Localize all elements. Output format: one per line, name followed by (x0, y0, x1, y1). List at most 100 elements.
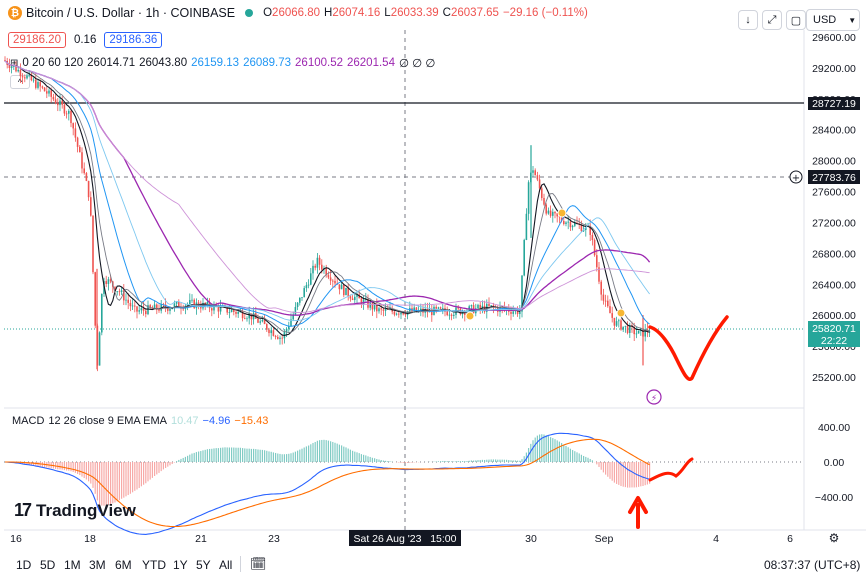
candle-body (466, 311, 468, 315)
countdown-label: 22:22 (821, 335, 847, 347)
candle-body (283, 331, 286, 339)
candle-body (424, 308, 426, 313)
candle-body (70, 110, 72, 124)
candle-body (635, 333, 638, 335)
timeframe-button[interactable]: YTD (142, 558, 166, 572)
symbol-title[interactable]: Bitcoin / U.S. Dollar · 1h · COINBASE (26, 6, 236, 20)
candle-body (281, 337, 283, 339)
candle-body (556, 213, 558, 217)
sell-button[interactable]: 29186.20 (8, 32, 66, 48)
candle-body (279, 337, 281, 339)
candle-body (200, 306, 202, 309)
candle-body (497, 307, 499, 312)
expand-icon[interactable]: ⤢ (762, 10, 782, 30)
buy-button[interactable]: 29186.36 (104, 32, 163, 48)
macd-title[interactable]: MACD (12, 415, 45, 427)
candle-body (195, 302, 198, 309)
candle-body (186, 304, 189, 306)
macd-signal-value: −15.43 (234, 415, 269, 427)
candle-body (646, 329, 649, 332)
tradingview-logo-icon: 17 (14, 500, 32, 520)
divider (240, 556, 241, 572)
price-tick-label: 28800.00 (812, 94, 856, 106)
candle-body (415, 307, 418, 312)
candle-body (107, 279, 110, 285)
ma-value-3: 26159.13 (191, 57, 240, 69)
candle-body (332, 280, 334, 282)
timeframe-button[interactable]: 5Y (196, 558, 211, 572)
candle-body (219, 306, 222, 312)
arrow-down-icon[interactable]: ↓ (738, 10, 758, 30)
candle-body (576, 222, 578, 224)
candle-body (268, 329, 270, 334)
candle-body (90, 197, 92, 216)
candle-body (569, 221, 572, 228)
candle-body (136, 306, 138, 312)
candle-body (147, 305, 149, 315)
candle-body (116, 291, 118, 293)
timeframe-button[interactable]: 3M (89, 558, 106, 572)
timeframe-button[interactable]: 5D (40, 558, 56, 572)
candle-body (114, 286, 116, 292)
candle-body (145, 310, 147, 315)
timeframe-button[interactable]: 1M (64, 558, 81, 572)
screenshot-icon[interactable]: ▢ (786, 10, 806, 30)
candle-body (435, 306, 437, 309)
candle-body (197, 302, 200, 307)
timeframe-button[interactable]: 1Y (173, 558, 188, 572)
candle-body (57, 103, 59, 106)
candle-body (156, 304, 158, 310)
candle-body (59, 100, 61, 106)
candle-body (94, 272, 96, 326)
candle-body (72, 123, 74, 129)
candle-body (292, 314, 294, 320)
candle-body (404, 314, 407, 316)
drawn-macd-line (648, 457, 694, 482)
candle-body (4, 60, 6, 61)
candle-body (129, 302, 132, 307)
candle-body (362, 299, 365, 305)
axis-settings-icon: ⚙ (829, 531, 840, 545)
candle-body (648, 331, 651, 333)
candle-body (600, 281, 602, 295)
candle-body (483, 305, 486, 312)
candle-body (224, 305, 226, 307)
clock-label[interactable]: 08:37:37 (UTC+8) (764, 558, 861, 572)
candle-body (52, 96, 55, 100)
candle-body (400, 312, 402, 315)
candle-body (461, 311, 464, 315)
collapse-legend-button[interactable]: ^ (10, 75, 30, 89)
time-tick-label: 6 (787, 533, 793, 545)
timeframe-button[interactable]: All (219, 558, 233, 572)
candle-body (296, 302, 299, 308)
currency-select[interactable]: USD ▼ (806, 9, 860, 31)
candle-body (521, 275, 523, 312)
candle-body (312, 265, 314, 274)
candle-body (336, 283, 338, 285)
candle-body (637, 330, 640, 334)
candle-body (343, 284, 345, 296)
ohlc-close: C26037.65 (442, 7, 499, 19)
candle-body (334, 280, 336, 284)
candle-body (455, 307, 457, 315)
candle-body (83, 168, 85, 174)
candle-body (365, 299, 367, 300)
candle-body (244, 318, 246, 319)
price-tick-label: 25600.00 (812, 341, 856, 353)
candle-body (376, 304, 378, 312)
timeframe-button[interactable]: 1D (16, 558, 32, 572)
candle-body (6, 60, 8, 65)
date-range-icon[interactable]: 🗓 (250, 556, 267, 571)
time-tick-label: 30 (525, 533, 537, 545)
candle-body (266, 324, 268, 330)
candle-body (609, 306, 611, 314)
candle-body (182, 308, 184, 310)
ma-params[interactable]: 0 20 60 120 (22, 57, 84, 69)
crosshair-price-label: 27783.76 (812, 172, 856, 184)
crosshair-time-label: Sat 26 Aug '23 15:00 (353, 533, 456, 545)
timeframe-button[interactable]: 6M (115, 558, 132, 572)
candle-body (554, 211, 556, 214)
time-tick-label: 16 (10, 533, 22, 545)
